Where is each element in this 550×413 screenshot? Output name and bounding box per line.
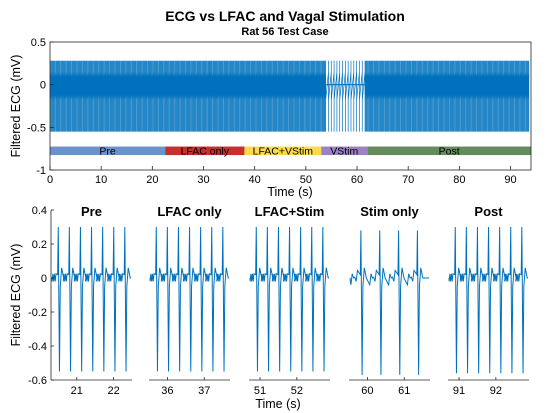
overview-ecg-panel: Pre LFAC only LFAC+VStim VStim Post 0 10 20 30 4… (9, 37, 532, 199)
zoom-ecg-line (349, 230, 429, 375)
zoomed-x-label: Time (s) (255, 397, 300, 411)
zoomed-ecg-panels: Pre 21 22 LFAC only 36 37 LFAC+Stim 51 52 Stim on… (51, 204, 529, 397)
segment-label: LFAC only (181, 146, 230, 158)
y-tick-label: 0.2 (32, 239, 47, 251)
zoom-ecg-line (249, 226, 329, 372)
segment-label: Pre (99, 146, 116, 158)
x-tick-label: 10 (95, 174, 107, 186)
stimulation-segment-bar: Pre LFAC only LFAC+VStim VStim Post (50, 146, 531, 158)
y-tick-label: -0.2 (28, 307, 47, 319)
segment-block (367, 146, 531, 156)
x-tick-label: 52 (291, 385, 303, 397)
x-tick-label: 22 (107, 385, 119, 397)
overview-ecg-trace (50, 60, 530, 132)
zoom-panel: Stim only 60 61 (349, 204, 430, 397)
zoom-ecg-line (149, 226, 229, 372)
zoomed-y-ticks: 0.4 0.2 0 -0.2 -0.4 -0.6 (28, 205, 54, 387)
overview-axes-box (49, 41, 532, 171)
zoom-panel-title: LFAC only (157, 204, 222, 219)
overview-ecg-line (50, 60, 530, 132)
overview-baseline-band (364, 77, 529, 95)
y-tick-label: -0.6 (28, 375, 47, 387)
y-tick-label: -0.4 (28, 341, 47, 353)
overview-x-label: Time (s) (267, 185, 312, 199)
x-tick-label: 91 (453, 385, 465, 397)
x-tick-label: 80 (453, 174, 465, 186)
x-tick-label: 37 (198, 385, 210, 397)
zoomed-y-label: Filtered ECG (mV) (9, 244, 23, 347)
x-tick-label: 90 (504, 174, 516, 186)
y-tick-label: 0 (40, 80, 46, 92)
segment-block (321, 146, 368, 156)
zoom-panel-title: Pre (81, 204, 102, 219)
zoom-panel-title: LFAC+Stim (255, 204, 325, 219)
zoom-panel-title: Stim only (360, 204, 419, 219)
x-tick-label: 40 (249, 174, 261, 186)
segment-label: LFAC+VStim (253, 146, 314, 158)
x-tick-label: 21 (71, 385, 83, 397)
zoom-ecg-line (448, 226, 528, 374)
zoom-panel: LFAC only 36 37 (149, 204, 230, 397)
segment-label: Post (439, 146, 460, 158)
segment-block (50, 146, 166, 156)
overview-y-ticks: 0.5 0 -0.5 -1 (27, 37, 54, 177)
x-tick-label: 60 (351, 174, 363, 186)
overview-x-ticks: 0 10 20 30 40 50 60 70 80 90 (47, 166, 517, 186)
x-tick-label: 61 (398, 385, 410, 397)
figure-title: ECG vs LFAC and Vagal Stimulation (165, 8, 405, 24)
x-tick-label: 20 (146, 174, 158, 186)
x-tick-label: 51 (254, 385, 266, 397)
x-tick-label: 0 (47, 174, 53, 186)
x-tick-label: 36 (161, 385, 173, 397)
zoom-panel-title: Post (474, 204, 503, 219)
segment-block (165, 146, 245, 156)
overview-baseline-band (50, 77, 326, 95)
zoom-ecg-line (51, 226, 131, 372)
figure-subtitle: Rat 56 Test Case (241, 26, 328, 38)
x-tick-label: 60 (361, 385, 373, 397)
x-tick-label: 30 (197, 174, 209, 186)
zoom-panel: Pre 21 22 (51, 204, 132, 397)
x-tick-label: 92 (490, 385, 502, 397)
y-tick-label: -0.5 (27, 122, 46, 134)
y-tick-label: 0 (41, 273, 47, 285)
x-tick-label: 50 (300, 174, 312, 186)
y-tick-label: 0.5 (31, 37, 46, 49)
segment-label: VStim (330, 146, 358, 158)
y-tick-label: 0.4 (32, 205, 47, 217)
y-tick-label: -1 (36, 165, 46, 177)
zoom-panel: LFAC+Stim 51 52 (249, 204, 330, 397)
overview-y-label: Filtered ECG (mV) (9, 55, 23, 158)
segment-block (244, 146, 322, 156)
x-tick-label: 70 (402, 174, 414, 186)
zoom-panel: Post 91 92 (448, 204, 529, 397)
